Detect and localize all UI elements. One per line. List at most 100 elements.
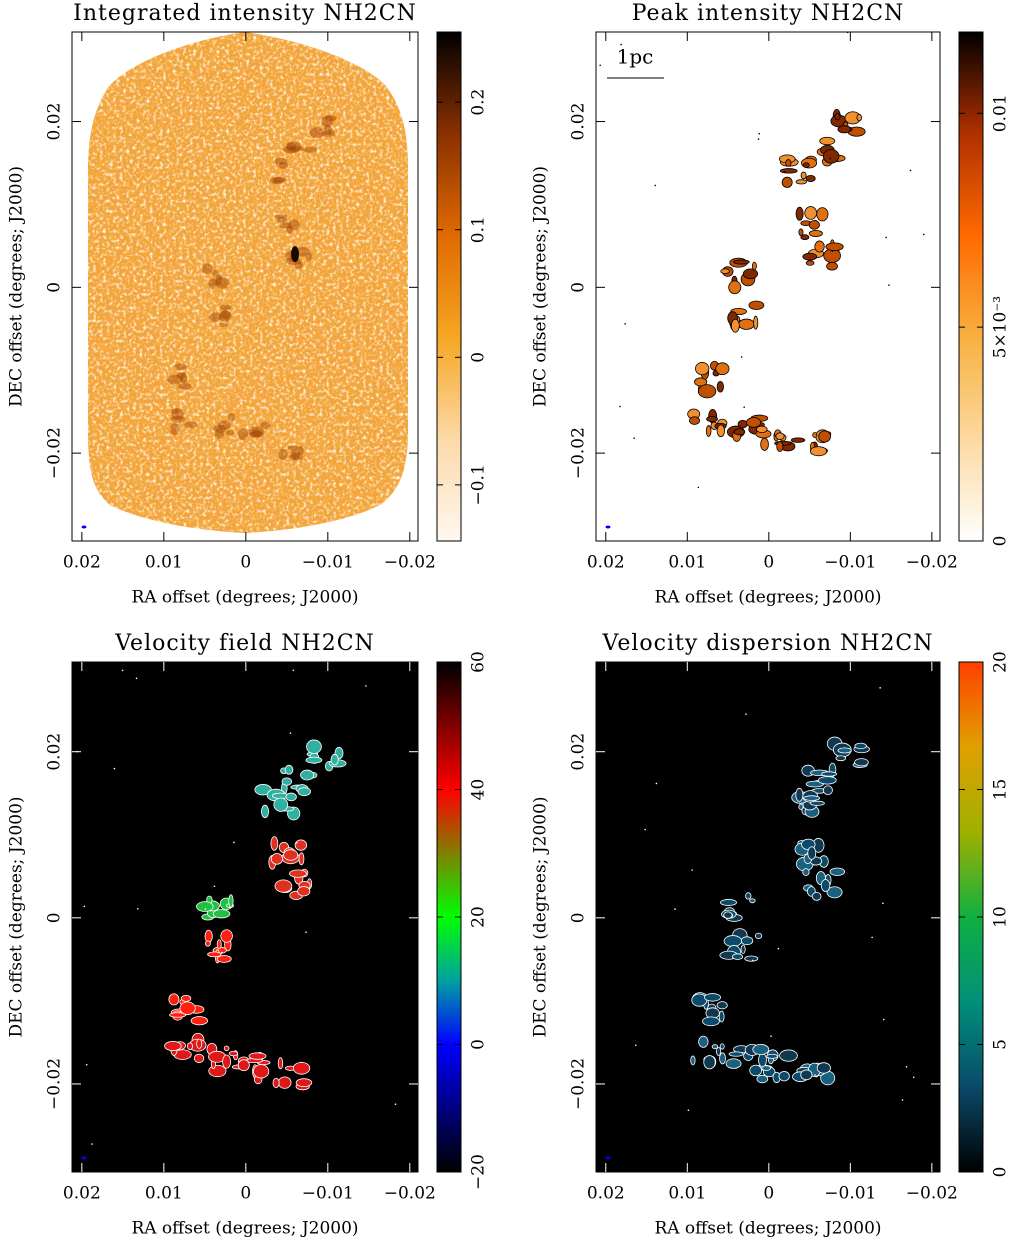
emission-blob [212,909,231,919]
emission-blob [835,755,847,762]
emission-blob [733,428,746,436]
colorbar-tick-label: 0.1 [469,216,489,243]
emission-blob [749,898,756,904]
emission-blob [277,1057,284,1070]
noise-dot [289,732,292,734]
x-tick-label: −0.01 [302,553,354,573]
noise-dot [305,931,307,934]
y-tick-label: 0 [569,912,589,923]
emission-blob [800,171,807,180]
emission-blob [220,929,233,943]
emission-blob [752,1043,770,1055]
x-tick-label: 0.01 [668,1184,706,1204]
emission-blob [837,125,852,134]
emission-blob [834,113,841,121]
emission-blob [271,179,282,185]
emission-blob [298,852,305,866]
emission-blob [190,1016,209,1026]
emission-blob [169,416,186,423]
emission-blob [781,176,793,188]
emission-blob [809,800,825,806]
colorbar-tick-label: −20 [469,1154,489,1190]
emission-blob [215,276,230,289]
emission-blob [297,446,304,456]
colorbar-tick-label: 0.01 [991,94,1011,132]
noise-dot [905,1066,908,1068]
emission-blob [167,374,184,385]
emission-blob [723,935,743,947]
x-axis-label: RA offset (degrees; J2000) [654,1219,881,1239]
emission-blob [754,932,763,939]
y-tick-label: 0.02 [569,733,589,771]
emission-blob [814,240,825,253]
noise-dot [135,677,138,680]
colorbar-tick-label: 15 [991,779,1011,801]
x-tick-label: −0.02 [384,1184,436,1204]
emission-blob [728,1051,744,1057]
emission-blob [201,263,213,274]
y-tick-label: 0.02 [569,103,589,141]
y-tick-label: −0.02 [45,1058,65,1110]
image-layer [76,669,397,1160]
emission-blob [217,420,231,430]
colorbar-tick-label: 40 [469,779,489,801]
noise-dot [909,169,912,172]
emission-blob [760,437,769,451]
emission-blob [761,1065,772,1071]
emission-blob [749,1064,763,1077]
x-axis-label: RA offset (degrees; J2000) [131,588,358,608]
emission-blob [804,206,818,220]
emission-blob [270,853,283,865]
emission-blob [837,747,852,754]
emission-blob [225,430,235,436]
emission-blob [270,836,279,851]
emission-blob [219,304,232,311]
emission-blob [694,377,708,387]
emission-blob [785,159,792,167]
emission-blob [290,449,300,460]
emission-blob [288,219,300,231]
emission-blob [816,207,829,222]
emission-blob [303,146,318,153]
emission-blob [216,955,232,963]
y-tick-label: 0.02 [45,103,65,141]
x-tick-label: 0 [763,1184,774,1204]
emission-blob [274,157,288,166]
x-tick-label: 0.02 [587,553,625,573]
emission-blob [196,901,214,912]
emission-blob [745,892,752,900]
emission-blob [730,318,740,333]
x-tick-label: 0.02 [587,1184,625,1204]
emission-peak [291,246,300,263]
y-tick-label: −0.02 [569,1058,589,1110]
x-tick-label: −0.01 [824,553,876,573]
noise-dot [113,767,116,770]
emission-blob [829,867,846,876]
y-axis-label: DEC offset (degrees; J2000) [531,166,551,407]
colorbar-tick-label: 20 [469,906,489,928]
emission-blob [286,141,302,153]
scale-bar-label: 1pc [617,45,654,69]
emission-blob [228,894,234,908]
x-tick-label: −0.02 [906,1184,958,1204]
plot-frame [595,31,941,542]
emission-blob [249,431,265,438]
emission-blob [294,839,308,851]
colorbar-tick-label: 0 [991,1167,1011,1178]
emission-blob [802,162,810,168]
plot-frame [71,661,419,1173]
plot-background [72,662,418,1172]
emission-blob [820,879,831,892]
noise-dot [743,406,745,408]
noise-dot [745,713,747,715]
emission-blob [174,363,187,371]
y-axis-label: DEC offset (degrees; J2000) [7,166,27,407]
plot-background [596,662,940,1172]
noise-dot [221,951,223,954]
emission-blob [720,899,737,906]
emission-blob [260,421,271,429]
emission-blob [215,273,223,286]
emission-blob [208,278,217,289]
emission-blob [218,322,228,328]
